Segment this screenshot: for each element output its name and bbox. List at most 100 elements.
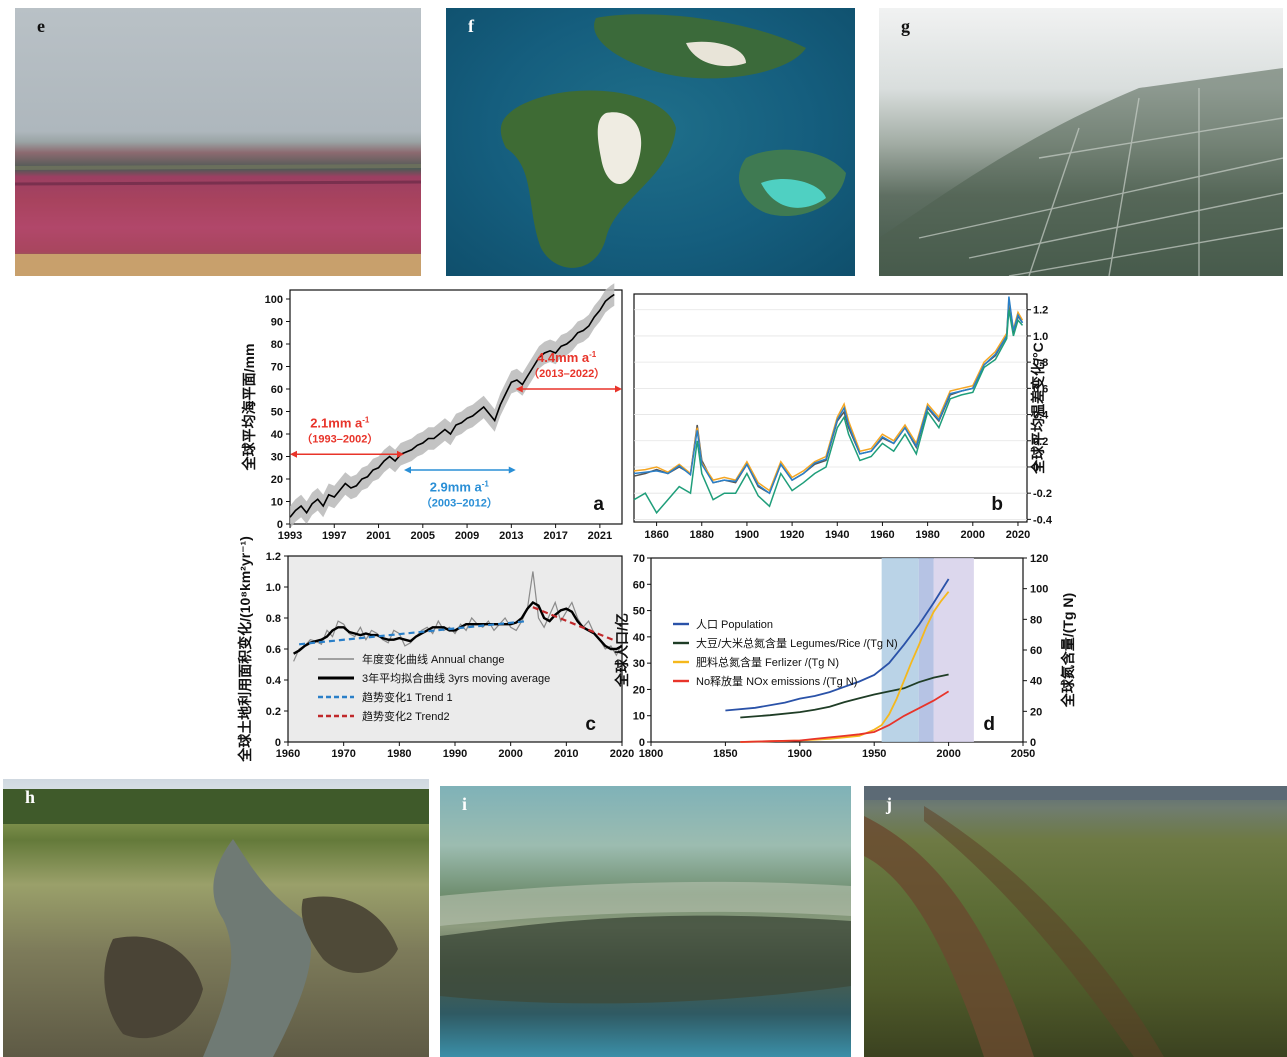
x-tick-label: 1950 — [862, 748, 886, 760]
x-tick-label: 2000 — [961, 529, 985, 541]
y-tick-label: 30 — [271, 452, 283, 464]
y-left-tick-label: 20 — [633, 684, 645, 696]
y-tick-label: 40 — [271, 429, 283, 441]
y-tick-label: 50 — [271, 407, 283, 419]
temperature-series-4 — [633, 309, 1024, 515]
photo-e-embankment — [15, 164, 421, 170]
y-tick-label: 0.6 — [1033, 383, 1048, 395]
x-tick-label: 2013 — [499, 530, 523, 542]
rate-label-superscript: -1 — [482, 479, 490, 488]
x-tick-label: 1880 — [690, 529, 714, 541]
photo-g-dike — [1108, 97, 1140, 276]
rate-arrow-head-left — [290, 450, 297, 458]
y-left-tick-label: 40 — [633, 632, 645, 644]
photo-g-dike — [968, 192, 1283, 259]
temperature-series-3 — [633, 296, 1024, 495]
x-tick-label: 2005 — [411, 530, 435, 542]
y-right-tick-label: 80 — [1030, 614, 1042, 626]
y-left-tick-label: 70 — [633, 553, 645, 565]
y-tick-label: 60 — [271, 384, 283, 396]
y-tick-label: 1.0 — [266, 582, 281, 594]
x-tick-label: 1970 — [331, 748, 355, 760]
panel-letter-d: d — [983, 714, 995, 735]
photo-g-dike — [918, 157, 1283, 239]
x-tick-label: 2009 — [455, 530, 479, 542]
legend-label: 趋势变化1 Trend 1 — [362, 690, 453, 704]
y-tick-label: 70 — [271, 362, 283, 374]
rate-period: （2013–2022） — [528, 367, 605, 380]
y-right-tick-label: 60 — [1030, 645, 1042, 657]
y-tick-label: -0.2 — [1033, 488, 1052, 500]
y-tick-label: 20 — [271, 474, 283, 486]
photo-g-dikes — [918, 88, 1283, 276]
y-left-tick-label: 50 — [633, 606, 645, 618]
photo-seagrass-bank: j — [864, 786, 1287, 1057]
series-line-2 — [740, 673, 949, 719]
x-tick-label: 1990 — [443, 748, 467, 760]
chart-d-population-nitrogen: 1800 1850 1900 1950 2000 20500102030405060700… — [614, 553, 1076, 760]
x-tick-label: 1960 — [276, 748, 300, 760]
period-band-3 — [933, 558, 974, 742]
chart-a-sea-level: 1993 1997 2001 2005 2009 2013 2017 2021 0 10 20 30 4… — [241, 283, 623, 542]
panel-letter-c: c — [585, 714, 596, 735]
y-tick-label: 1.2 — [1033, 305, 1048, 317]
moving-average-line — [293, 600, 623, 655]
y-right-tick-label: 20 — [1030, 706, 1042, 718]
series-line-1 — [725, 578, 950, 712]
sea-level-line — [289, 293, 615, 518]
photo-g-texture — [879, 68, 1283, 276]
y-tick-label: 0.4 — [1033, 410, 1049, 422]
y-left-tick-label: 30 — [633, 658, 645, 670]
photo-j-water — [864, 786, 1287, 800]
y-tick-label: 1.0 — [1033, 331, 1048, 343]
photo-g-label: g — [901, 16, 910, 36]
photo-f-texture — [500, 14, 846, 268]
photo-h-mud-bank — [104, 936, 203, 1039]
photo-red-seepweed-wetland: e — [15, 8, 421, 276]
x-tick-label: 1993 — [278, 530, 302, 542]
y-tick-label: 0.8 — [1033, 357, 1048, 369]
photo-i-reef-crest — [440, 881, 851, 926]
y-tick-label: 0.6 — [266, 644, 281, 656]
y-right-tick-label: 40 — [1030, 676, 1042, 688]
photo-g-dike — [1008, 227, 1283, 276]
photo-f-sand-top — [686, 41, 746, 67]
x-tick-label: 2021 — [588, 530, 612, 542]
x-tick-label: 1900 — [735, 529, 759, 541]
photo-h-label: h — [25, 787, 36, 807]
panel-letter-b: b — [991, 494, 1003, 515]
photo-h-treeline — [3, 789, 429, 824]
x-tick-label: 2001 — [366, 530, 390, 542]
y-axis-label: 全球平均海平面/mm — [241, 344, 257, 472]
photo-j-label: j — [886, 794, 892, 814]
rate-arrow-head-right — [508, 466, 516, 474]
chart-c-land-use: 1960 1970 1980 1990 2000 2010 2020 0 0.2 0.4 0.6 0.… — [237, 536, 634, 763]
photo-eroding-salt-marsh: h — [3, 779, 429, 1057]
rate-period: （2003–2012） — [421, 496, 498, 509]
photo-j-eroded-strip-2 — [924, 806, 1164, 1057]
rate-label-superscript: -1 — [362, 415, 370, 424]
rate-label: 4.4mm a-1 — [537, 350, 597, 365]
x-tick-label: 1980 — [387, 748, 411, 760]
legend-label: 3年平均拟合曲线 3yrs moving average — [362, 671, 550, 685]
series-line-4 — [740, 690, 950, 743]
photo-e-label: e — [37, 16, 45, 36]
y-tick-label: 0.2 — [266, 706, 281, 718]
y-axis-label: 全球平均温差变化/°C — [1030, 342, 1046, 475]
photo-aerial-islands: f — [446, 8, 855, 276]
y-tick-label: 0.2 — [1033, 436, 1048, 448]
y-tick-label: -0.4 — [1033, 514, 1053, 526]
y-tick-label: 0.4 — [266, 675, 282, 687]
y-tick-label: 1.2 — [266, 551, 281, 563]
y-right-tick-label: 100 — [1030, 584, 1048, 596]
plot-frame — [633, 293, 1028, 523]
photo-e-shore — [15, 254, 421, 276]
x-tick-label: 1960 — [870, 529, 894, 541]
y-tick-label: 0 — [1033, 462, 1039, 474]
photo-f-sand-main — [597, 112, 642, 185]
y-right-axis-label: 全球氮含量/(Tg N) — [1060, 593, 1076, 708]
y-tick-label: 80 — [271, 339, 283, 351]
x-tick-label: 1850 — [713, 748, 737, 760]
x-tick-label: 2000 — [936, 748, 960, 760]
x-tick-label: 1920 — [780, 529, 804, 541]
